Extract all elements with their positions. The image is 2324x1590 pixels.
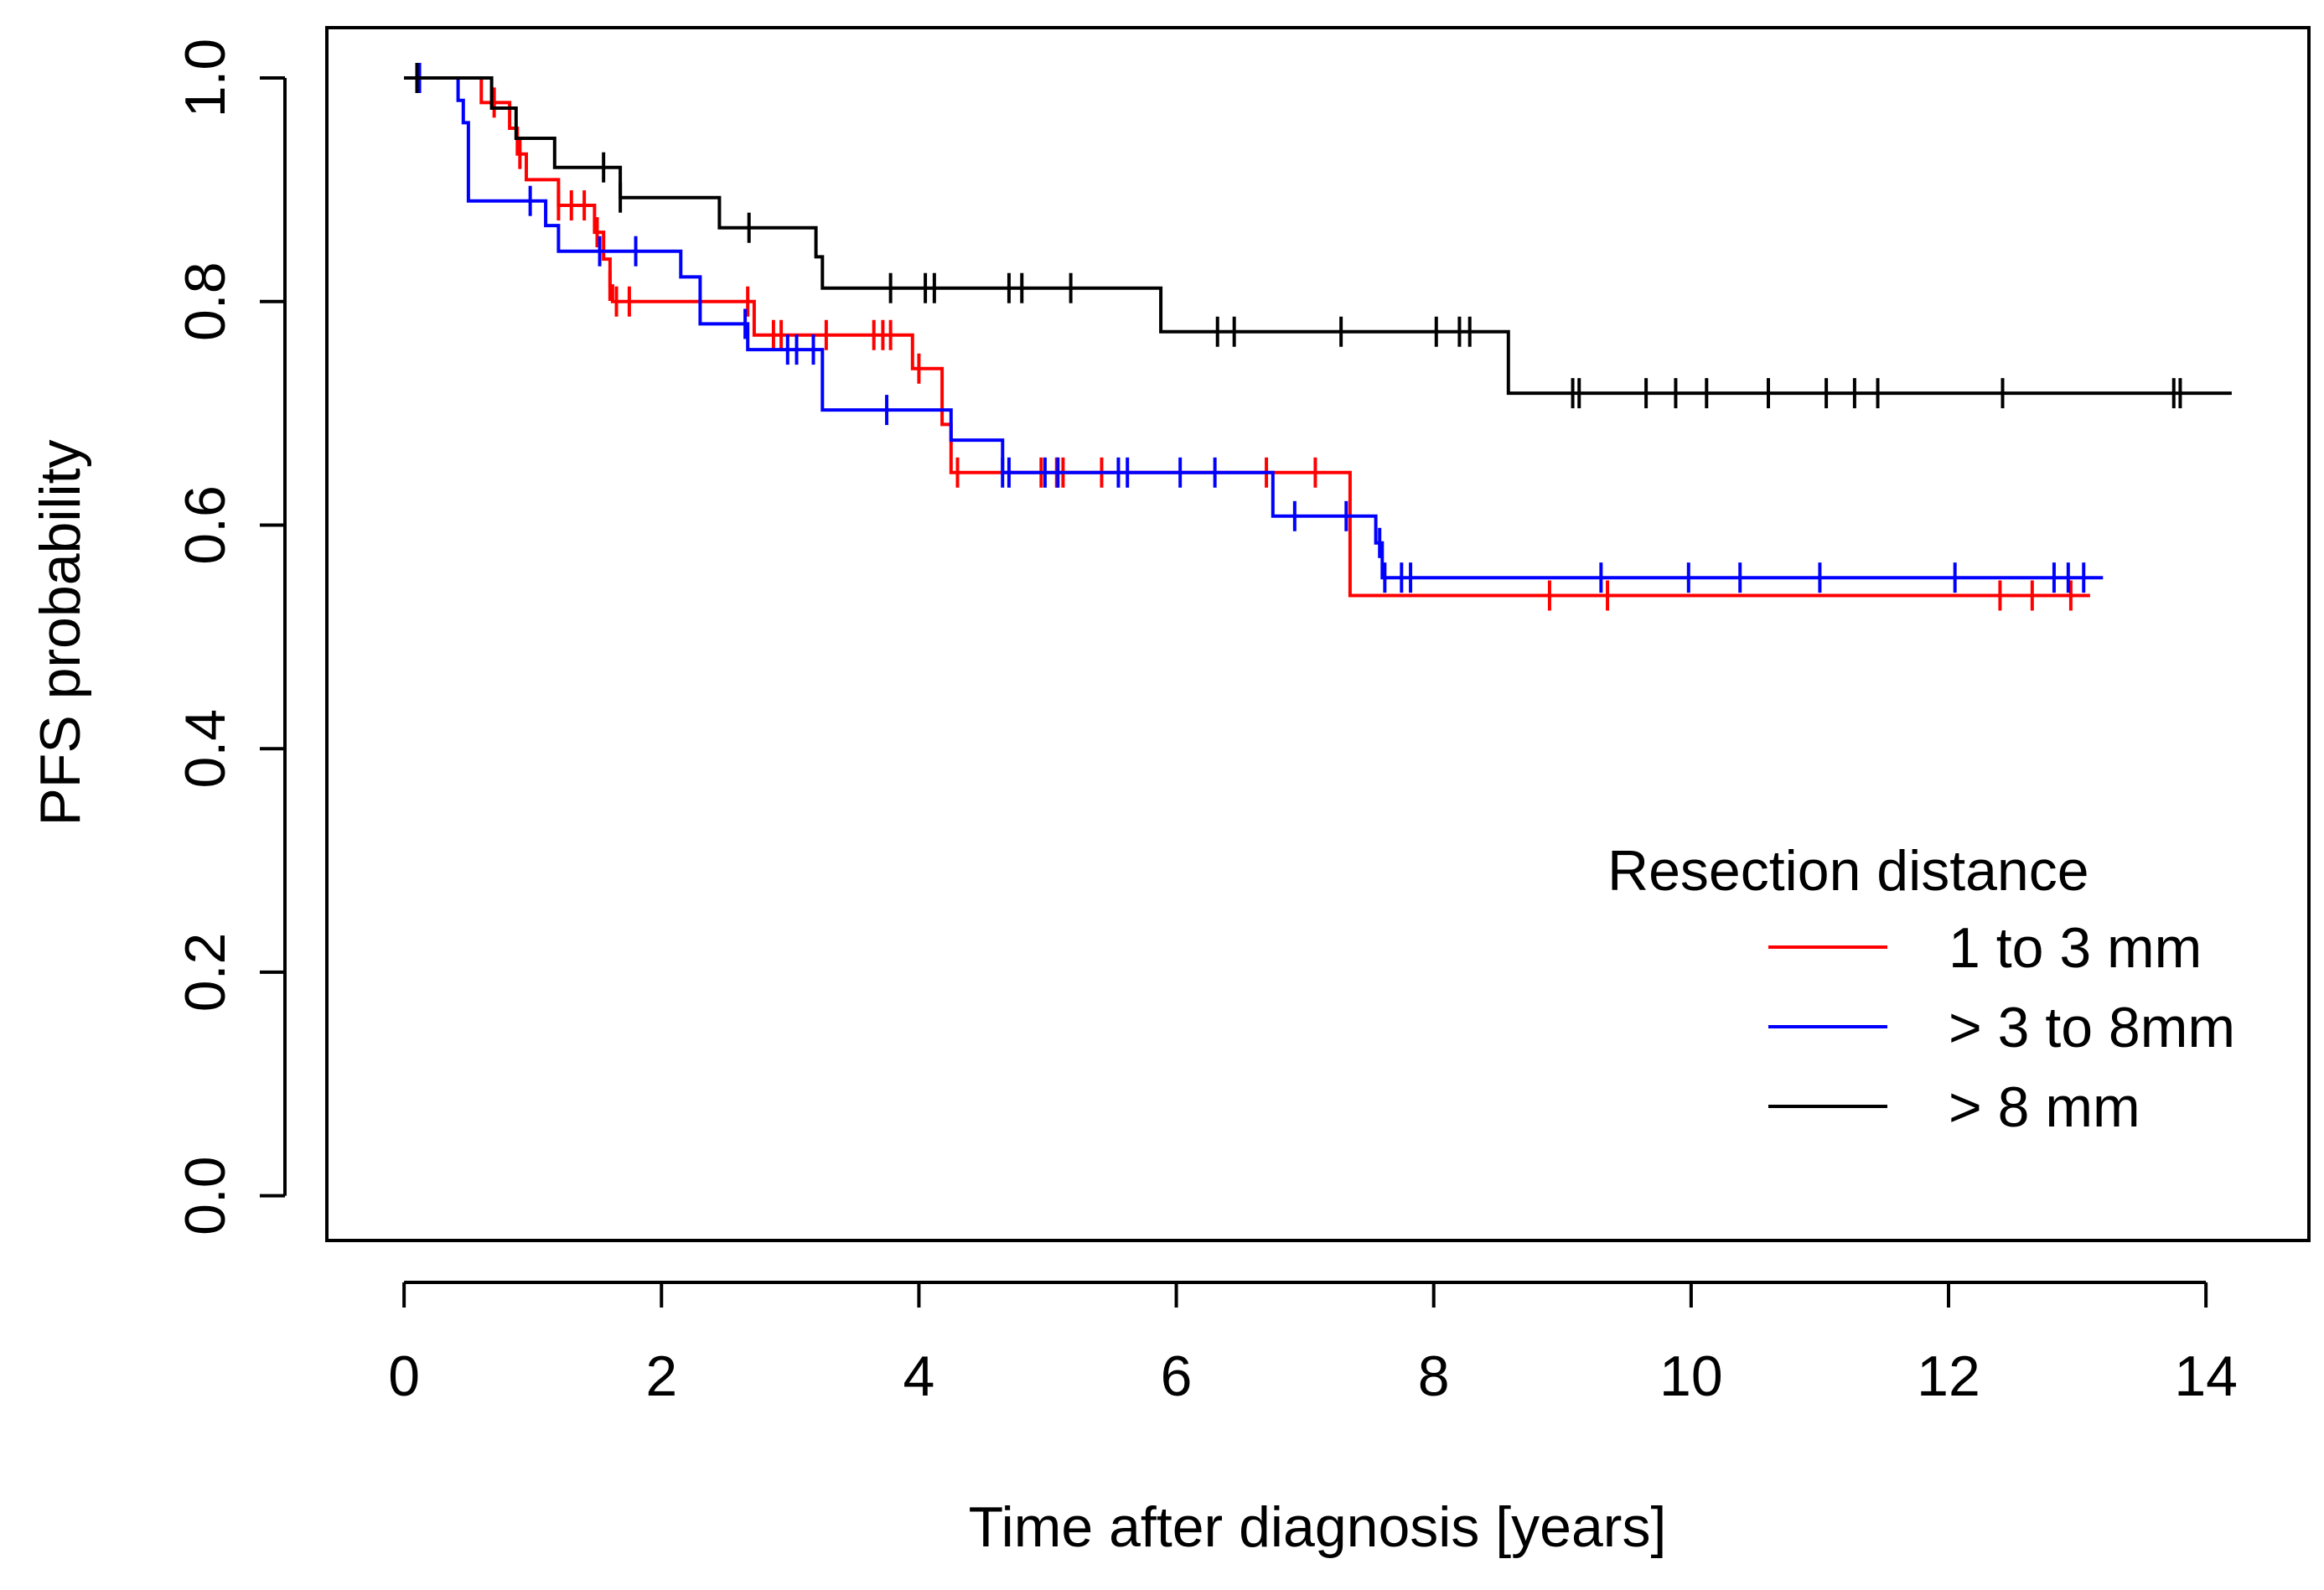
legend-title: Resection distance — [1607, 839, 2089, 903]
plot-frame — [325, 26, 2311, 1242]
y-axis-label: PFS probability — [28, 439, 92, 826]
y-tick-label: 0.4 — [173, 709, 237, 789]
x-tick-label: 4 — [903, 1344, 935, 1408]
legend-label: > 8 mm — [1949, 1075, 2140, 1139]
x-axis-label: Time after diagnosis [years] — [969, 1495, 1667, 1559]
y-tick-label: 0.0 — [173, 1156, 237, 1235]
survival-curve-3 — [404, 76, 2232, 396]
x-tick-label: 12 — [1917, 1344, 1980, 1408]
y-axis: 0.0 0.2 0.4 0.6 0.8 1.0 — [173, 39, 287, 1235]
x-tick-label: 14 — [2174, 1344, 2238, 1408]
x-tick-label: 8 — [1418, 1344, 1450, 1408]
y-tick-label: 0.2 — [173, 933, 237, 1013]
x-tick-label: 6 — [1161, 1344, 1193, 1408]
y-tick-label: 0.6 — [173, 485, 237, 565]
survival-curve-1 — [404, 76, 2090, 598]
y-tick-label: 0.8 — [173, 262, 237, 341]
x-tick-label: 0 — [388, 1344, 420, 1408]
legend: Resection distance 1 to 3 mm > 3 to 8mm > … — [1607, 839, 2235, 1139]
survival-curves — [404, 63, 2232, 611]
x-axis: 0 2 4 6 8 10 12 14 — [388, 1281, 2238, 1408]
legend-label: > 3 to 8mm — [1949, 996, 2235, 1059]
legend-label: 1 to 3 mm — [1949, 916, 2202, 980]
x-tick-label: 2 — [645, 1344, 677, 1408]
x-tick-label: 10 — [1659, 1344, 1723, 1408]
survival-curve-2 — [404, 76, 2104, 580]
y-tick-label: 1.0 — [173, 39, 237, 118]
